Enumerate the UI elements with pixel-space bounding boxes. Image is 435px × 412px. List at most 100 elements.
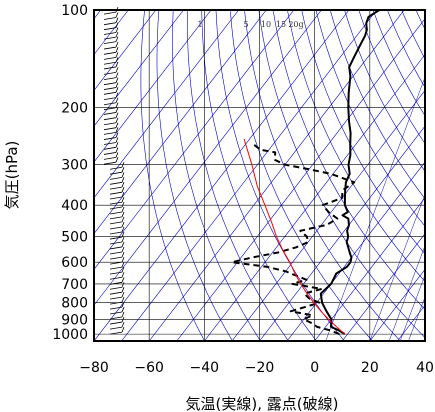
series-layer — [230, 10, 380, 336]
wind-barb-flag — [115, 77, 119, 83]
wind-barb-flag — [121, 251, 125, 258]
wind-barb-staff — [103, 142, 117, 145]
wind-barb-flag — [115, 87, 119, 93]
wind-barb-flag — [121, 282, 125, 288]
wind-barb-staff — [103, 27, 117, 31]
wind-barb-staff — [109, 306, 123, 310]
y-tick-label: 300 — [61, 158, 88, 174]
wind-barb-staff — [103, 102, 117, 106]
wind-barb-flag — [121, 311, 125, 318]
wind-barb-staff — [109, 196, 123, 200]
wind-barb-flag — [121, 292, 125, 298]
dry-adiabat-line — [329, 10, 425, 200]
isotherm-line — [369, 268, 425, 341]
wind-barb-flag — [121, 301, 125, 308]
wind-barb-staff — [109, 291, 123, 295]
wind-barb-flag — [115, 147, 119, 153]
wind-barb-flag — [121, 216, 125, 223]
wind-barb-staff — [109, 201, 123, 205]
wind-barb-staff — [109, 221, 123, 225]
wind-barb-staff — [109, 271, 123, 275]
mixing-ratio-label: 20g — [288, 20, 303, 29]
wind-barb-flag — [115, 22, 119, 28]
parcel-line — [243, 138, 346, 335]
isotherm-line — [314, 197, 425, 341]
x-axis-title: 気温(実線), 露点(破線) — [186, 395, 339, 412]
isotherm-line — [121, 10, 377, 341]
isotherm-line — [204, 54, 425, 341]
isotherm-line — [342, 233, 425, 341]
wind-barbs — [103, 7, 125, 335]
wind-barb-staff — [103, 156, 117, 160]
wind-barb-staff — [109, 211, 123, 215]
wind-barb-staff — [103, 51, 117, 55]
wind-barb-flag — [121, 256, 125, 263]
wind-barb-flag — [115, 52, 119, 58]
wind-barb-staff — [109, 256, 123, 260]
mixing-ratio-line — [325, 76, 425, 341]
wind-barb-flag — [115, 102, 119, 108]
isotherm-line — [148, 10, 405, 341]
wind-barb-staff — [103, 71, 117, 75]
wind-barb-staff — [109, 176, 123, 180]
wind-barb-flag — [121, 167, 125, 173]
wind-barb-staff — [109, 181, 123, 185]
wind-barb-staff — [103, 132, 117, 135]
wind-barb-flag — [121, 261, 125, 268]
y-tick-label: 1000 — [52, 327, 88, 343]
wind-barb-flag — [121, 177, 125, 183]
wind-barb-staff — [103, 127, 117, 131]
dry-adiabat-line — [258, 10, 425, 339]
wind-barb-staff — [103, 22, 117, 26]
wind-barb-staff — [109, 261, 123, 265]
wind-barb-flag — [115, 72, 119, 78]
wind-barb-staff — [109, 251, 123, 255]
x-tick-label: 20 — [361, 360, 379, 376]
wind-barb-staff — [103, 77, 117, 81]
wind-barb-flag — [121, 236, 125, 243]
mixing-ratio-label: 15 — [276, 20, 286, 29]
y-tick-label: 800 — [61, 296, 88, 312]
wind-barb-staff — [109, 231, 123, 235]
wind-barb-flag — [121, 306, 125, 313]
wind-barb-staff — [109, 276, 123, 280]
wind-barb-staff — [109, 246, 123, 250]
wind-barb-flag — [115, 117, 119, 123]
y-tick-label: 700 — [61, 277, 88, 293]
wind-barb-flag — [115, 132, 119, 138]
wind-barb-flag — [115, 27, 119, 33]
wind-barb-staff — [103, 82, 117, 86]
wind-barb-flag — [115, 112, 119, 118]
wind-barb-flag — [121, 206, 125, 213]
wind-barb-flag — [115, 12, 119, 18]
mixing-ratio-line — [399, 274, 425, 341]
wind-barb-staff — [109, 216, 123, 220]
wind-barb-staff — [103, 46, 117, 50]
dewpoint-line — [230, 143, 356, 336]
y-tick-label: 100 — [61, 3, 88, 19]
dry-adiabat-line — [287, 10, 425, 282]
dry-adiabat-line — [201, 10, 317, 341]
wind-barb-staff — [109, 241, 123, 245]
wind-barb-staff — [103, 91, 117, 95]
isotherm-line — [94, 10, 322, 306]
wind-barb-staff — [109, 166, 123, 170]
wind-barb-flag — [121, 241, 125, 248]
wind-barb-staff — [109, 331, 123, 335]
wind-barb-flag — [121, 226, 125, 233]
wind-barb-flag — [121, 321, 125, 328]
dry-adiabat-line — [301, 10, 425, 255]
wind-barb-flag — [115, 36, 119, 42]
isotherm-line — [176, 18, 425, 341]
mixing-ratio-line — [388, 245, 425, 341]
wind-barb-staff — [109, 281, 123, 285]
wind-barb-flag — [121, 181, 125, 188]
dry-adiabat-line — [315, 10, 425, 227]
dry-adiabat-line — [358, 10, 425, 145]
dry-adiabat-line — [156, 10, 233, 341]
isotherm-line — [94, 10, 295, 270]
x-tick-label: 40 — [416, 360, 434, 376]
wind-barb-staff — [103, 112, 117, 115]
wind-barb-staff — [109, 266, 123, 270]
